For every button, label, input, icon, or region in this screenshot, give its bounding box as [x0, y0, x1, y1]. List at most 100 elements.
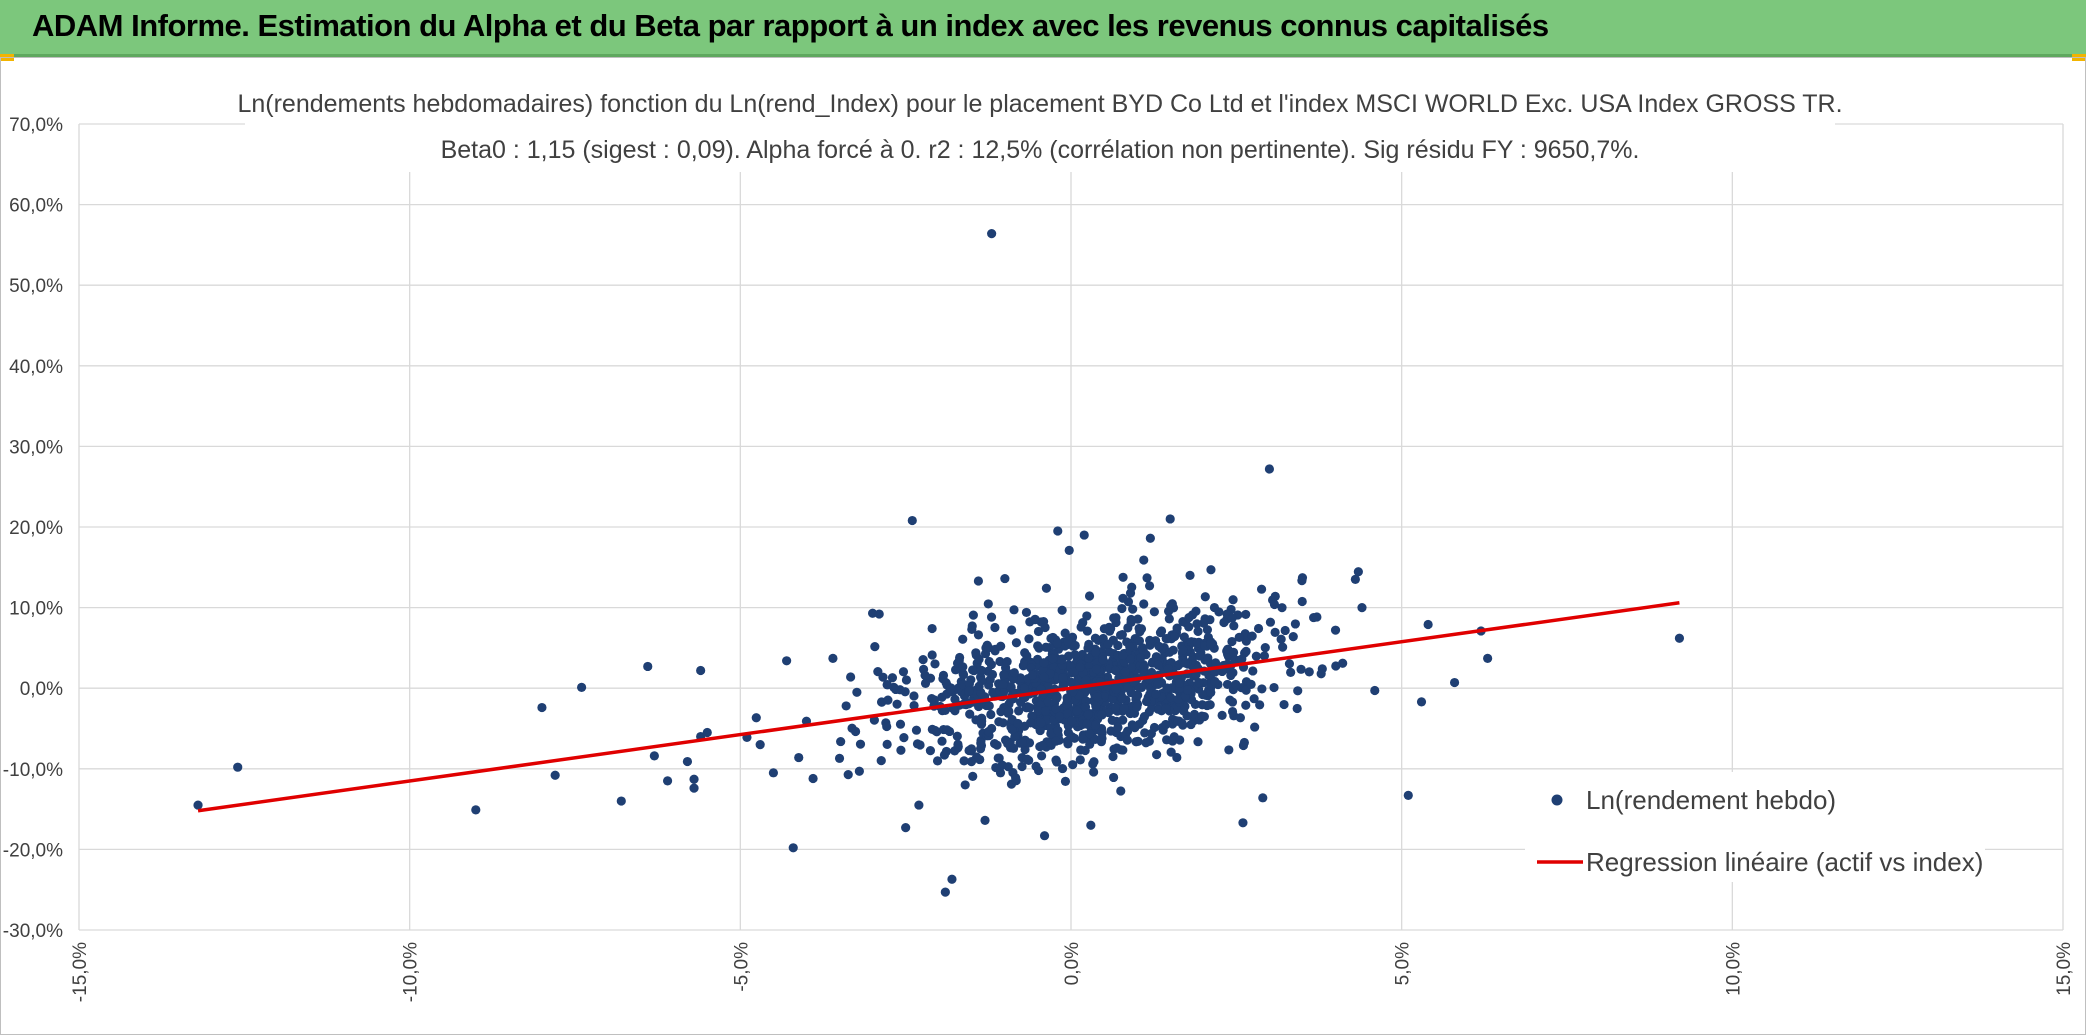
scatter-point: [882, 739, 892, 749]
scatter-point: [882, 721, 892, 732]
scatter-point: [1154, 704, 1164, 714]
scatter-point: [828, 653, 838, 663]
scatter-point: [1248, 666, 1258, 676]
scatter-point: [1350, 574, 1360, 584]
y-tick-label: 20,0%: [9, 518, 63, 539]
scatter-point: [1017, 761, 1027, 772]
legend-marker-points: [1551, 794, 1563, 806]
scatter-point: [1165, 514, 1175, 524]
scatter-point: [1139, 662, 1149, 672]
scatter-point: [1170, 631, 1180, 642]
scatter-point: [1111, 703, 1121, 713]
scatter-point: [914, 800, 924, 810]
scatter-point: [233, 762, 243, 772]
y-tick-label: -10,0%: [3, 760, 63, 781]
scatter-point: [1033, 626, 1044, 637]
scatter-point: [998, 718, 1008, 728]
scatter-point: [1163, 606, 1174, 616]
scatter-point: [930, 659, 940, 669]
scatter-point: [1037, 740, 1048, 751]
scatter-point: [984, 701, 994, 711]
scatter-point: [953, 739, 963, 749]
scatter-point: [960, 780, 970, 790]
scatter-point: [1241, 646, 1251, 656]
scatter-point: [1304, 667, 1314, 677]
legend-label-points: Ln(rendement hebdo): [1586, 785, 1836, 815]
x-tick-label: 10,0%: [1723, 942, 1744, 996]
scatter-point: [1264, 464, 1274, 474]
scatter-point: [1260, 643, 1270, 653]
scatter-point: [1111, 684, 1121, 695]
scatter-point: [895, 719, 906, 729]
scatter-point: [1144, 581, 1155, 591]
scatter-point: [1182, 685, 1193, 695]
scatter-point: [1178, 645, 1188, 655]
y-tick-label: 0,0%: [20, 679, 63, 700]
scatter-point: [1142, 573, 1152, 583]
scatter-point: [1338, 658, 1348, 668]
scatter-point: [1063, 739, 1073, 749]
scatter-point: [1066, 677, 1076, 687]
scatter-point: [998, 688, 1009, 698]
scatter-point: [1127, 582, 1137, 592]
scatter-point: [1166, 693, 1176, 703]
scatter-point: [996, 641, 1006, 651]
scatter-point: [1141, 738, 1151, 748]
legend-background: [1525, 772, 1985, 882]
scatter-point: [1288, 632, 1298, 642]
scatter-point: [1132, 702, 1142, 712]
scatter-point: [1091, 664, 1102, 675]
scatter-point: [1011, 638, 1022, 648]
scatter-point: [1067, 716, 1077, 726]
scatter-point: [1247, 631, 1257, 641]
chart-title-line-1: Ln(rendements hebdomadaires) fonction du…: [237, 90, 1842, 118]
scatter-point: [471, 805, 481, 815]
scatter-point: [1051, 694, 1061, 704]
scatter-point: [1037, 751, 1047, 761]
scatter-point: [1155, 628, 1166, 638]
scatter-point: [1231, 679, 1241, 690]
scatter-point: [1064, 545, 1074, 556]
scatter-point: [689, 774, 699, 784]
scatter-point: [1079, 530, 1089, 540]
scatter-point: [1146, 728, 1156, 739]
scatter-point: [1007, 724, 1017, 735]
scatter-point: [1416, 697, 1427, 707]
scatter-point: [964, 686, 974, 696]
scatter-point: [920, 670, 930, 680]
scatter-point: [1370, 685, 1380, 696]
scatter-point: [1019, 683, 1030, 694]
scatter-point: [1241, 700, 1251, 710]
scatter-point: [1286, 667, 1296, 677]
scatter-point: [1021, 607, 1032, 618]
scatter-point: [1046, 728, 1056, 739]
scatter-point: [1353, 567, 1363, 577]
scatter-point: [1027, 670, 1038, 680]
scatter-point: [1078, 734, 1088, 744]
scatter-point: [896, 745, 906, 755]
scatter-point: [1227, 636, 1237, 647]
scatter-point: [925, 746, 936, 756]
scatter-point: [1331, 661, 1341, 671]
scatter-point: [1163, 664, 1174, 674]
x-tick-label: 0,0%: [1062, 942, 1083, 985]
scatter-point: [927, 650, 937, 660]
scatter-point: [1062, 693, 1072, 703]
scatter-point: [794, 752, 804, 763]
scatter-point: [1052, 638, 1063, 648]
scatter-point: [1214, 607, 1224, 617]
scatter-point: [976, 738, 986, 748]
scatter-point: [942, 725, 952, 735]
scatter-point: [1139, 555, 1149, 565]
scatter-point: [1007, 625, 1017, 635]
scatter-point: [1036, 718, 1046, 728]
scatter-point: [988, 687, 998, 698]
scatter-point: [1014, 706, 1024, 716]
scatter-point: [1033, 641, 1043, 651]
scatter-point: [1177, 718, 1187, 728]
scatter-point: [892, 699, 902, 709]
scatter-point: [1153, 660, 1163, 670]
scatter-point: [1116, 786, 1126, 796]
y-tick-label: 10,0%: [9, 599, 63, 620]
scatter-point: [1237, 654, 1247, 664]
